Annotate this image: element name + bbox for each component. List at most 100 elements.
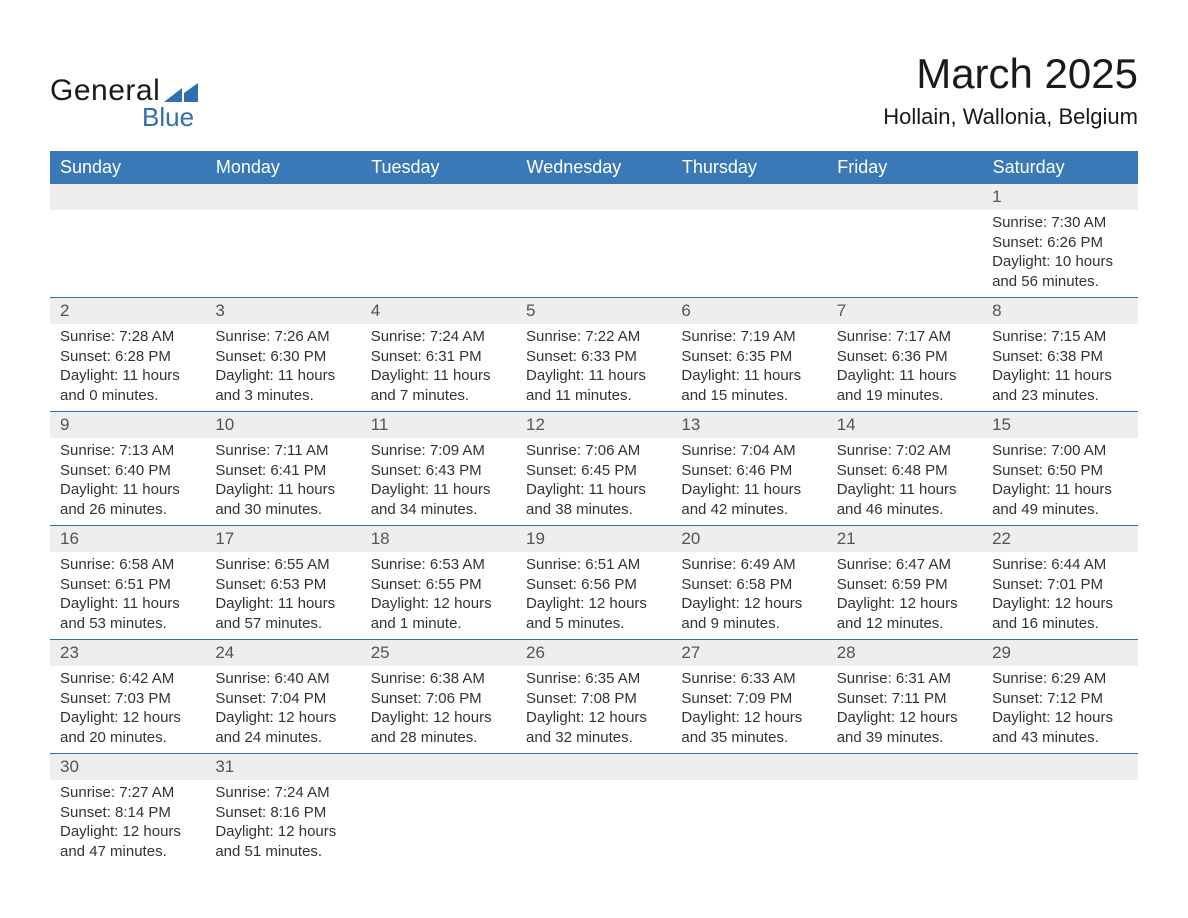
day-number-cell: 24: [205, 640, 360, 667]
day-number-cell: 7: [827, 298, 982, 325]
sunset-line: Sunset: 6:36 PM: [837, 347, 972, 367]
daylight-line: Daylight: 11 hours and 30 minutes.: [215, 480, 350, 519]
daylight-line: Daylight: 12 hours and 16 minutes.: [992, 594, 1127, 633]
logo: General Blue: [50, 50, 198, 133]
sunrise-line: Sunrise: 7:11 AM: [215, 441, 350, 461]
daylight-line: Daylight: 10 hours and 56 minutes.: [992, 252, 1127, 291]
sunset-line: Sunset: 6:41 PM: [215, 461, 350, 481]
daylight-line: Daylight: 11 hours and 46 minutes.: [837, 480, 972, 519]
sunrise-line: Sunrise: 6:47 AM: [837, 555, 972, 575]
day-detail-cell: Sunrise: 7:11 AMSunset: 6:41 PMDaylight:…: [205, 438, 360, 526]
location: Hollain, Wallonia, Belgium: [883, 104, 1138, 130]
day-detail-cell: Sunrise: 6:33 AMSunset: 7:09 PMDaylight:…: [671, 666, 826, 754]
day-number-cell: 17: [205, 526, 360, 553]
day-detail-cell: Sunrise: 6:31 AMSunset: 7:11 PMDaylight:…: [827, 666, 982, 754]
day-detail-cell: Sunrise: 6:44 AMSunset: 7:01 PMDaylight:…: [982, 552, 1137, 640]
daylight-line: Daylight: 11 hours and 3 minutes.: [215, 366, 350, 405]
day-number-cell: [361, 754, 516, 781]
day-detail-cell: [671, 780, 826, 867]
day-number-cell: [516, 754, 671, 781]
day-detail-cell: Sunrise: 7:19 AMSunset: 6:35 PMDaylight:…: [671, 324, 826, 412]
sunrise-line: Sunrise: 7:15 AM: [992, 327, 1127, 347]
weekday-header: Monday: [205, 151, 360, 184]
day-number-row: 9101112131415: [50, 412, 1138, 439]
sunset-line: Sunset: 6:35 PM: [681, 347, 816, 367]
weekday-header: Friday: [827, 151, 982, 184]
day-detail-row: Sunrise: 6:58 AMSunset: 6:51 PMDaylight:…: [50, 552, 1138, 640]
day-number-cell: 16: [50, 526, 205, 553]
day-detail-cell: Sunrise: 7:17 AMSunset: 6:36 PMDaylight:…: [827, 324, 982, 412]
sunset-line: Sunset: 6:30 PM: [215, 347, 350, 367]
sunrise-line: Sunrise: 6:31 AM: [837, 669, 972, 689]
day-detail-cell: Sunrise: 6:58 AMSunset: 6:51 PMDaylight:…: [50, 552, 205, 640]
day-number-cell: 28: [827, 640, 982, 667]
day-number-cell: 30: [50, 754, 205, 781]
day-number-cell: 26: [516, 640, 671, 667]
day-number-cell: [671, 754, 826, 781]
sunrise-line: Sunrise: 7:06 AM: [526, 441, 661, 461]
day-detail-cell: [361, 780, 516, 867]
sunset-line: Sunset: 6:51 PM: [60, 575, 195, 595]
sunset-line: Sunset: 6:38 PM: [992, 347, 1127, 367]
day-detail-cell: [516, 210, 671, 298]
day-detail-cell: Sunrise: 6:49 AMSunset: 6:58 PMDaylight:…: [671, 552, 826, 640]
weekday-header: Thursday: [671, 151, 826, 184]
day-detail-cell: Sunrise: 7:22 AMSunset: 6:33 PMDaylight:…: [516, 324, 671, 412]
sunrise-line: Sunrise: 7:09 AM: [371, 441, 506, 461]
daylight-line: Daylight: 11 hours and 26 minutes.: [60, 480, 195, 519]
day-number-cell: [827, 754, 982, 781]
sunrise-line: Sunrise: 7:26 AM: [215, 327, 350, 347]
sunrise-line: Sunrise: 7:13 AM: [60, 441, 195, 461]
daylight-line: Daylight: 12 hours and 35 minutes.: [681, 708, 816, 747]
logo-graphic-icon: [164, 80, 198, 102]
day-number-cell: 3: [205, 298, 360, 325]
title-block: March 2025 Hollain, Wallonia, Belgium: [883, 50, 1138, 130]
daylight-line: Daylight: 12 hours and 39 minutes.: [837, 708, 972, 747]
daylight-line: Daylight: 12 hours and 32 minutes.: [526, 708, 661, 747]
daylight-line: Daylight: 11 hours and 34 minutes.: [371, 480, 506, 519]
day-number-cell: 29: [982, 640, 1137, 667]
daylight-line: Daylight: 11 hours and 7 minutes.: [371, 366, 506, 405]
sunrise-line: Sunrise: 6:38 AM: [371, 669, 506, 689]
weekday-header: Saturday: [982, 151, 1137, 184]
day-detail-cell: Sunrise: 7:09 AMSunset: 6:43 PMDaylight:…: [361, 438, 516, 526]
weekday-header-row: SundayMondayTuesdayWednesdayThursdayFrid…: [50, 151, 1138, 184]
daylight-line: Daylight: 11 hours and 57 minutes.: [215, 594, 350, 633]
day-detail-cell: Sunrise: 7:26 AMSunset: 6:30 PMDaylight:…: [205, 324, 360, 412]
sunset-line: Sunset: 6:50 PM: [992, 461, 1127, 481]
day-number-cell: [50, 184, 205, 210]
sunset-line: Sunset: 7:12 PM: [992, 689, 1127, 709]
daylight-line: Daylight: 12 hours and 43 minutes.: [992, 708, 1127, 747]
daylight-line: Daylight: 11 hours and 42 minutes.: [681, 480, 816, 519]
sunset-line: Sunset: 7:04 PM: [215, 689, 350, 709]
day-detail-cell: [205, 210, 360, 298]
sunset-line: Sunset: 6:59 PM: [837, 575, 972, 595]
sunset-line: Sunset: 7:06 PM: [371, 689, 506, 709]
day-number-cell: 12: [516, 412, 671, 439]
day-detail-cell: Sunrise: 6:53 AMSunset: 6:55 PMDaylight:…: [361, 552, 516, 640]
day-number-cell: 14: [827, 412, 982, 439]
sunset-line: Sunset: 6:48 PM: [837, 461, 972, 481]
day-detail-cell: Sunrise: 7:13 AMSunset: 6:40 PMDaylight:…: [50, 438, 205, 526]
day-number-cell: 5: [516, 298, 671, 325]
daylight-line: Daylight: 12 hours and 28 minutes.: [371, 708, 506, 747]
daylight-line: Daylight: 12 hours and 5 minutes.: [526, 594, 661, 633]
day-number-cell: 10: [205, 412, 360, 439]
day-number-cell: 13: [671, 412, 826, 439]
sunrise-line: Sunrise: 7:19 AM: [681, 327, 816, 347]
day-number-cell: 2: [50, 298, 205, 325]
day-number-cell: 4: [361, 298, 516, 325]
day-detail-cell: Sunrise: 6:40 AMSunset: 7:04 PMDaylight:…: [205, 666, 360, 754]
day-detail-cell: Sunrise: 7:02 AMSunset: 6:48 PMDaylight:…: [827, 438, 982, 526]
sunset-line: Sunset: 7:11 PM: [837, 689, 972, 709]
day-detail-cell: Sunrise: 6:35 AMSunset: 7:08 PMDaylight:…: [516, 666, 671, 754]
sunrise-line: Sunrise: 6:29 AM: [992, 669, 1127, 689]
sunset-line: Sunset: 6:55 PM: [371, 575, 506, 595]
weekday-header: Sunday: [50, 151, 205, 184]
day-number-row: 23242526272829: [50, 640, 1138, 667]
sunrise-line: Sunrise: 7:24 AM: [215, 783, 350, 803]
day-number-cell: [205, 184, 360, 210]
day-detail-cell: Sunrise: 6:42 AMSunset: 7:03 PMDaylight:…: [50, 666, 205, 754]
day-number-cell: 23: [50, 640, 205, 667]
daylight-line: Daylight: 12 hours and 24 minutes.: [215, 708, 350, 747]
